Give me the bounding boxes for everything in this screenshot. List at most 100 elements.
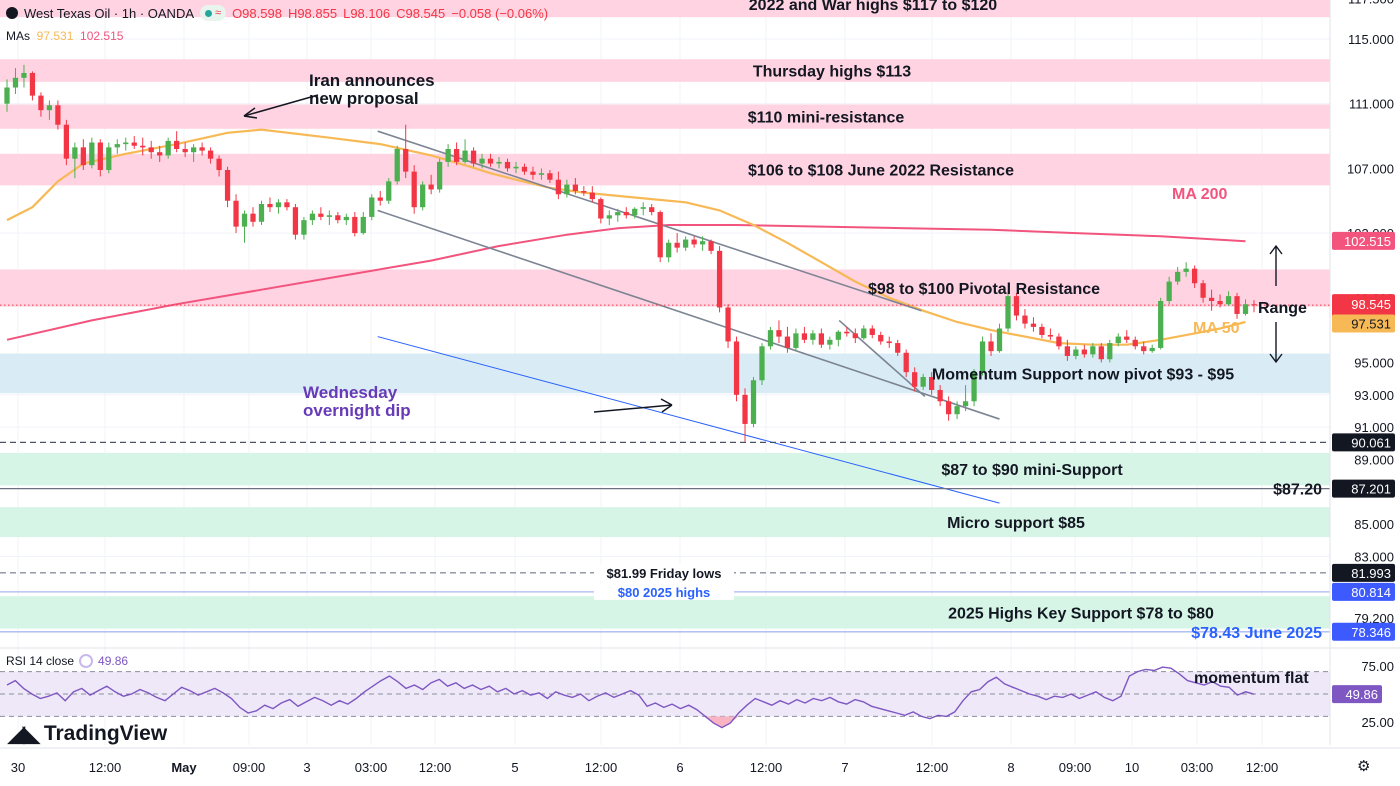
rsi-loading-icon — [79, 654, 94, 668]
level-price-tag — [1332, 433, 1395, 452]
x-tick-label: May — [171, 760, 197, 775]
candle — [920, 377, 926, 387]
y-tick-label: 115.000 — [1348, 32, 1394, 47]
y-tick-label: 79.200 — [1354, 611, 1394, 626]
candle — [1115, 336, 1121, 344]
x-tick-label: 12:00 — [1246, 760, 1279, 775]
candle — [1149, 347, 1155, 352]
range-down-arrow — [1269, 322, 1283, 364]
candle — [89, 142, 95, 166]
candle — [912, 372, 918, 387]
candle — [691, 239, 697, 245]
wave-icon: ≈ — [215, 7, 222, 19]
candle — [386, 181, 392, 201]
zone-label: $110 mini-resistance — [748, 110, 905, 127]
candle — [190, 147, 197, 153]
rsi-legend[interactable]: RSI 14 close 49.86 — [6, 654, 128, 668]
x-tick-label: 12:00 — [585, 760, 618, 775]
candle — [852, 333, 858, 339]
candle — [437, 161, 443, 190]
candle — [937, 389, 943, 402]
x-tick-label: 3 — [303, 760, 310, 775]
level-price-tag-text: 87.201 — [1351, 482, 1391, 497]
candle — [411, 171, 417, 208]
ma50-price-tag-text: 97.531 — [1351, 317, 1391, 332]
candle — [97, 142, 103, 171]
status-dot-icon — [205, 9, 213, 17]
candle — [174, 140, 180, 149]
candle — [114, 144, 120, 148]
zone-label: $87 to $90 mini-Support — [941, 462, 1123, 479]
level-label: $78.43 June 2025 — [1191, 625, 1322, 642]
candle — [148, 147, 154, 153]
candle — [886, 341, 892, 344]
candle — [1039, 326, 1045, 335]
x-tick-label: 10 — [1125, 760, 1139, 775]
candle — [555, 179, 562, 195]
market-status-badge[interactable]: ≈ — [200, 5, 227, 21]
zone-support — [0, 507, 1330, 538]
candle — [224, 170, 231, 201]
ohlc-low: L98.106 — [343, 5, 391, 21]
x-tick-label: 12:00 — [419, 760, 452, 775]
x-tick-label: 6 — [676, 760, 683, 775]
tradingview-logo[interactable]: ◢◣ TradingView — [8, 721, 167, 747]
ma200-price-tag — [1332, 231, 1395, 250]
candle — [818, 333, 824, 345]
candle — [810, 333, 816, 340]
candle — [428, 184, 434, 190]
candle — [292, 207, 299, 235]
candle — [1073, 349, 1079, 356]
candle — [903, 352, 909, 373]
candle — [606, 215, 612, 219]
candle — [394, 148, 400, 182]
x-tick-label: 03:00 — [355, 760, 388, 775]
candle — [470, 150, 477, 164]
candle — [844, 331, 850, 334]
candle — [360, 216, 366, 234]
brand-label: TradingView — [43, 722, 168, 745]
rsi-oversold-fill — [705, 716, 739, 728]
candle — [521, 166, 528, 172]
ma-legend[interactable]: MAs 97.531 102.515 — [6, 29, 123, 43]
candle — [369, 197, 375, 217]
y-tick-label: 85.000 — [1354, 517, 1394, 532]
candle — [284, 202, 290, 208]
symbol-title[interactable]: West Texas Oil · 1h · OANDA — [24, 5, 195, 21]
candle — [504, 161, 511, 169]
x-tick-label: 30 — [11, 760, 25, 775]
candle — [1166, 281, 1172, 302]
level-label: $80 2025 highs — [618, 585, 711, 600]
candle — [1005, 296, 1011, 329]
candle — [793, 333, 799, 348]
candle — [80, 147, 86, 166]
candle — [1191, 268, 1198, 284]
candle — [530, 171, 536, 175]
candle — [572, 184, 578, 192]
zone-support — [0, 596, 1330, 629]
rsi-value-tag — [1332, 685, 1382, 704]
wednesday-annotation: overnight dip — [303, 401, 411, 420]
candle — [742, 394, 748, 424]
level-label-bg — [594, 582, 734, 600]
blue-trend-line — [377, 336, 1000, 504]
candle — [632, 208, 638, 216]
gear-icon[interactable]: ⚙ — [1357, 758, 1371, 775]
candle — [929, 377, 935, 390]
ma50-legend-value: 97.531 — [36, 29, 74, 43]
candle — [861, 328, 867, 339]
candle — [55, 105, 61, 125]
candle — [615, 212, 621, 216]
range-label: Range — [1258, 300, 1307, 317]
candle — [750, 380, 757, 424]
iran-annotation: Iran announces — [309, 71, 435, 90]
chart-header: West Texas Oil · 1h · OANDA ≈ O98.598 H9… — [6, 5, 548, 21]
level-label: $87.20 — [1273, 482, 1322, 499]
candle — [513, 166, 519, 169]
candle — [241, 213, 248, 227]
ma200-legend-value: 102.515 — [80, 29, 124, 43]
candle — [835, 331, 841, 340]
candle — [199, 147, 205, 151]
candle — [38, 95, 44, 111]
